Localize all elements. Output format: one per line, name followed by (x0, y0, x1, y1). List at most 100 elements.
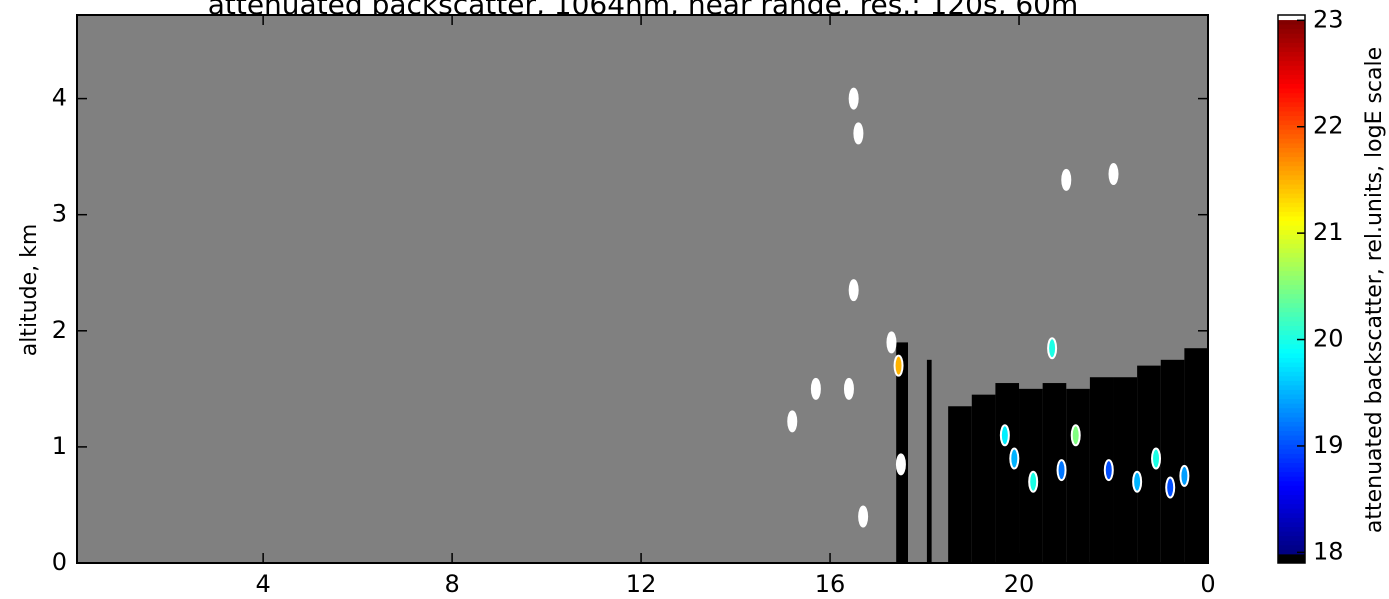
colorbar-segment (1278, 476, 1305, 482)
colorbar-segment (1278, 531, 1305, 537)
cloud-feature (853, 122, 864, 145)
cloud-feature (1103, 459, 1114, 482)
colorbar-segment (1278, 129, 1305, 135)
colorbar-segment (1278, 97, 1305, 103)
colorbar-segment (1278, 352, 1305, 358)
cloud-feature (1108, 163, 1119, 186)
colorbar-segment (1278, 257, 1305, 263)
colorbar-segment (1278, 544, 1305, 550)
y-tick-label: 3 (52, 200, 67, 228)
colorbar-segment (1278, 394, 1305, 400)
colorbar-tick-label: 22 (1313, 112, 1344, 140)
colorbar-segment (1278, 494, 1305, 500)
colorbar-segment (1278, 316, 1305, 322)
y-tick-label: 1 (52, 432, 67, 460)
colorbar-segment (1278, 161, 1305, 167)
colorbar-segment (1278, 37, 1305, 43)
colorbar-segment (1278, 448, 1305, 454)
colorbar-segment (1278, 457, 1305, 464)
low-signal-column (926, 359, 932, 563)
colorbar-segment (1278, 152, 1305, 158)
colorbar-segment (1278, 252, 1305, 258)
low-signal-column (1160, 359, 1185, 563)
colorbar-segment (1278, 558, 1305, 564)
colorbar-segment (1278, 78, 1305, 84)
colorbar-segment (1278, 302, 1305, 308)
colorbar-segment (1278, 170, 1305, 176)
cloud-feature (1151, 447, 1162, 470)
x-tick-label: 16 (815, 570, 846, 598)
colorbar-segment (1278, 407, 1305, 413)
colorbar-segment (1278, 371, 1305, 377)
colorbar-segment (1278, 279, 1305, 285)
colorbar-segment (1278, 489, 1305, 495)
y-tick-label: 4 (52, 84, 67, 112)
colorbar-segment (1278, 206, 1305, 212)
colorbar-segment (1278, 92, 1305, 98)
x-tick-label: 8 (444, 570, 459, 598)
cloud-feature (810, 377, 821, 400)
colorbar-segment (1278, 535, 1305, 541)
colorbar-segment (1278, 133, 1305, 139)
low-signal-column (971, 394, 996, 563)
colorbar-segment (1278, 416, 1305, 422)
cloud-feature (999, 424, 1010, 447)
colorbar-segment (1278, 115, 1305, 121)
cloud-feature (1056, 459, 1067, 482)
colorbar-segment (1278, 110, 1305, 116)
colorbar-segment (1278, 225, 1305, 231)
cloud-feature (1061, 168, 1072, 191)
cloud-feature (848, 87, 859, 110)
colorbar-segment (1278, 270, 1305, 276)
colorbar-segment (1278, 453, 1305, 459)
x-tick-label: 0 (1200, 570, 1215, 598)
x-tick-label: 4 (255, 570, 270, 598)
colorbar-segment (1278, 69, 1305, 75)
colorbar-segment (1278, 389, 1305, 395)
cloud-feature (848, 279, 859, 302)
colorbar-segment (1278, 165, 1305, 171)
low-signal-column (1089, 377, 1114, 563)
colorbar-tick-label: 20 (1313, 325, 1344, 353)
cloud-feature (893, 354, 904, 377)
colorbar-segment (1278, 142, 1305, 148)
colorbar-segment (1278, 83, 1305, 89)
colorbar-segment (1278, 261, 1305, 267)
colorbar-segment (1278, 284, 1305, 290)
low-signal-column (1042, 383, 1067, 563)
colorbar-segment (1278, 179, 1305, 185)
colorbar-segment (1278, 106, 1305, 112)
cloud-feature (886, 331, 897, 354)
colorbar-segment (1278, 330, 1305, 336)
cloud-feature (1165, 476, 1176, 499)
colorbar-segment (1278, 275, 1305, 281)
cloud-feature (1132, 470, 1143, 493)
colorbar-segment (1278, 289, 1305, 295)
colorbar-segment (1278, 247, 1305, 253)
colorbar-segment (1278, 28, 1305, 34)
colorbar-segment (1278, 15, 1305, 21)
colorbar-segment (1278, 24, 1305, 30)
low-signal-column (1184, 348, 1208, 563)
low-signal-column (1137, 365, 1161, 563)
colorbar-segment (1278, 384, 1305, 390)
colorbar-segment (1278, 357, 1305, 363)
colorbar-segment (1278, 238, 1305, 244)
colorbar-segment (1278, 33, 1305, 39)
colorbar-segment (1278, 343, 1305, 349)
colorbar-frame (1277, 14, 1306, 564)
colorbar-segment (1278, 56, 1305, 62)
colorbar-segment (1278, 339, 1305, 345)
colorbar-segment (1278, 42, 1305, 48)
colorbar-segment (1278, 266, 1305, 272)
colorbar-segment (1278, 540, 1305, 546)
cloud-feature (1047, 337, 1058, 360)
cloud-feature (858, 505, 869, 528)
colorbar-segment (1278, 485, 1305, 491)
colorbar-segment (1278, 430, 1305, 436)
colorbar-label: attenuated backscatter, rel.units, logE … (1362, 47, 1387, 533)
colorbar-segment (1278, 521, 1305, 527)
colorbar-segment (1278, 325, 1305, 331)
colorbar-segment (1278, 298, 1305, 304)
colorbar-segment (1278, 480, 1305, 486)
